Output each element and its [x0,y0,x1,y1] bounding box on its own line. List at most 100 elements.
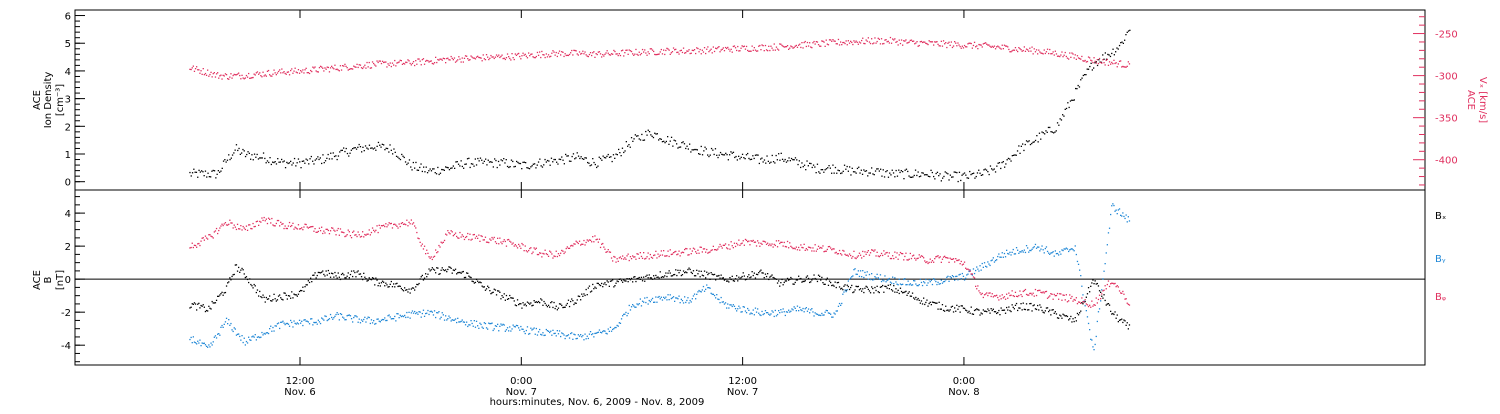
data-point [1066,315,1069,318]
data-point [1089,291,1091,293]
data-point [992,257,994,259]
data-point [614,285,616,287]
data-point [366,280,368,282]
data-point [867,175,869,177]
data-point [888,252,890,254]
data-point [1090,285,1092,287]
data-point [484,322,487,325]
data-point [1101,295,1103,297]
data-point [460,272,462,274]
data-point [1063,115,1065,117]
data-point [1111,61,1113,64]
data-point [229,324,231,326]
data-point [1106,283,1108,286]
data-point [211,76,213,78]
data-point [1101,293,1103,295]
data-point [887,279,889,281]
data-point [1007,297,1009,299]
data-point [189,307,191,309]
data-point [761,243,763,245]
data-point [416,63,418,65]
data-point [485,54,488,56]
data-point [620,279,623,282]
data-point [458,271,460,274]
data-point [354,66,356,68]
data-point [439,273,441,275]
data-point [999,295,1001,297]
data-point [1059,55,1061,58]
data-point [809,246,811,249]
data-point [1000,298,1002,300]
data-point [827,312,830,314]
data-point [879,254,882,257]
data-point [623,313,625,315]
data-point [731,275,733,277]
data-point [736,159,738,161]
data-point [833,312,835,314]
data-point [279,327,281,330]
data-point [407,225,409,227]
data-point [1097,285,1100,287]
data-point [641,48,644,51]
data-point [459,165,461,167]
data-point [568,337,571,339]
data-point [666,275,668,278]
data-point [679,146,682,148]
data-point [412,161,414,164]
data-point [297,323,300,325]
data-point [781,278,783,281]
data-point [566,302,568,305]
data-point [258,73,260,75]
data-point [795,310,797,312]
data-point [420,64,422,66]
data-point [906,284,908,286]
data-point [767,160,769,162]
data-point [317,230,319,233]
data-point [253,226,255,228]
data-point [948,280,950,282]
data-point [722,47,724,49]
data-point [665,255,667,257]
data-point [688,302,690,304]
data-point [763,50,765,52]
data-point [191,172,194,174]
data-point [264,157,266,160]
data-point [1045,307,1048,309]
data-point [257,158,260,160]
data-point [703,270,706,272]
data-point [836,282,838,284]
data-point [512,324,514,326]
data-point [809,281,811,284]
data-point [519,245,521,247]
data-point [224,291,227,294]
data-point [1112,203,1114,205]
data-point [589,239,592,241]
data-point [368,316,370,319]
data-point [394,223,396,225]
data-point [664,255,666,257]
data-point [397,61,399,64]
data-point [530,166,532,168]
data-point [367,66,369,68]
data-point [312,274,314,276]
data-point [315,231,317,233]
data-point [1030,50,1032,52]
data-point [692,149,695,151]
data-point [650,134,652,136]
legend-item: Bᵩ [1435,292,1446,303]
data-point [955,258,957,260]
data-point [446,319,448,321]
data-point [679,255,681,257]
data-point [846,165,848,168]
data-point [906,259,908,261]
data-point [971,274,973,276]
data-point [1122,42,1124,44]
data-point [1093,349,1095,351]
data-point [1055,313,1058,315]
data-point [394,151,396,153]
data-point [1006,249,1008,251]
data-point [719,151,722,154]
data-point [502,240,504,243]
data-point [938,283,940,285]
data-point [547,330,550,332]
